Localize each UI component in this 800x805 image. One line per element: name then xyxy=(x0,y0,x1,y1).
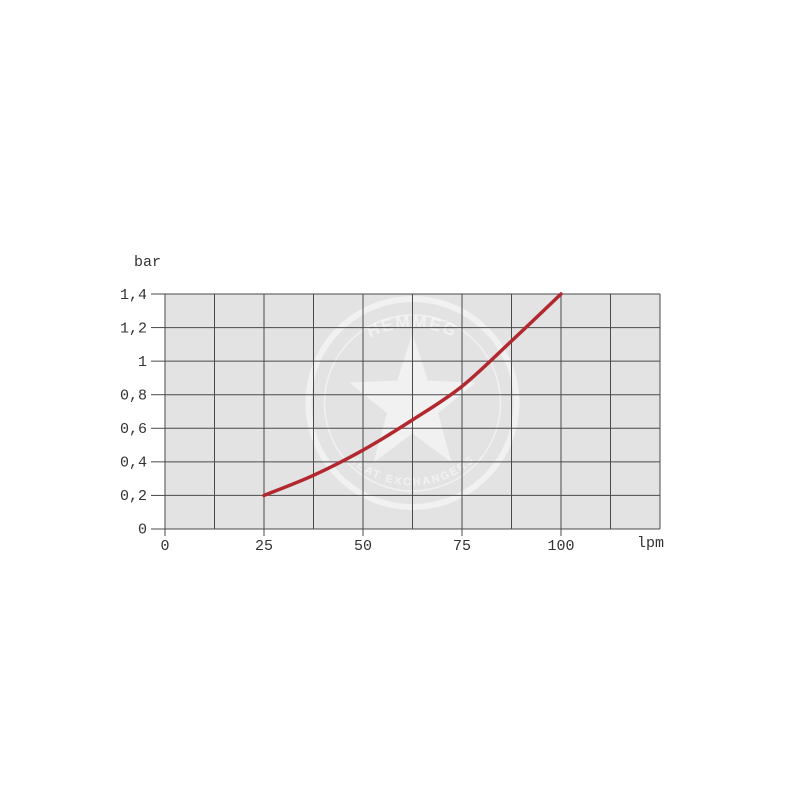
svg-text:1,4: 1,4 xyxy=(120,287,147,304)
svg-text:75: 75 xyxy=(453,538,471,555)
svg-text:50: 50 xyxy=(354,538,372,555)
svg-text:0,6: 0,6 xyxy=(120,421,147,438)
svg-text:lpm: lpm xyxy=(637,535,664,552)
svg-text:0,4: 0,4 xyxy=(120,455,147,472)
svg-text:0,8: 0,8 xyxy=(120,388,147,405)
svg-text:1: 1 xyxy=(138,354,147,371)
svg-text:0,2: 0,2 xyxy=(120,488,147,505)
svg-text:25: 25 xyxy=(255,538,273,555)
svg-text:0: 0 xyxy=(160,538,169,555)
svg-text:bar: bar xyxy=(134,254,161,271)
svg-text:100: 100 xyxy=(547,538,574,555)
svg-text:0: 0 xyxy=(138,522,147,539)
svg-text:1,2: 1,2 xyxy=(120,321,147,338)
